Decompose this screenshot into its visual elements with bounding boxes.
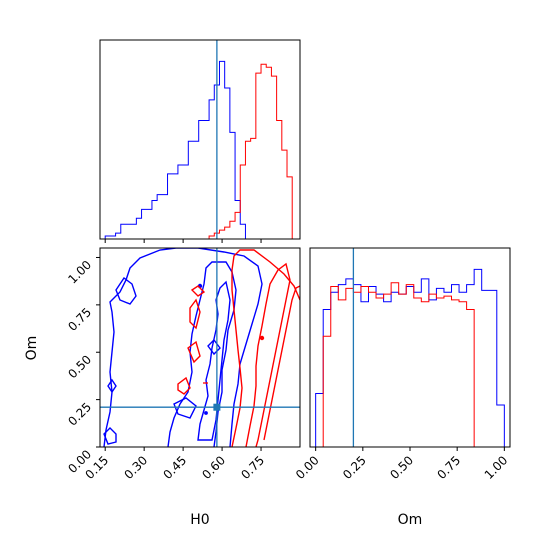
blue-contour-dot-2 [204,411,208,415]
red-contour-inner [263,285,300,441]
contour-y-tick-label-5: 1.00 [65,258,94,287]
om-x-axis-label: Om [398,512,423,528]
contour-frame [99,247,301,448]
om-histogram-frame [309,247,511,448]
om-x-tick-label-1: 0.00 [293,453,322,482]
red-contour-dot-1 [259,335,265,341]
h0-histogram-panel [99,39,301,243]
blue-contour-island-2 [107,378,117,394]
red-contour-island-1 [189,298,201,330]
red-contour-island-2 [177,376,191,395]
red-contour-outer [231,249,300,447]
om-x-tick-label-5: 1.00 [482,453,511,482]
h0-histogram-series-2 [100,63,298,240]
contour-x-axis-label: H0 [190,512,209,528]
blue-contour-island-3 [103,427,117,445]
om-x-tick-label-2: 0.25 [340,453,369,482]
contour-y-tick-label-2: 0.25 [65,400,94,429]
red-contour-island-4 [187,340,201,364]
om-h0-contour-panel: 0.15 0.30 0.45 0.60 0.750.000.250.500.751.00… [24,247,301,528]
om-x-tick-label-4: 0.75 [434,453,463,482]
blue-contour-island-4 [207,338,221,356]
om-x-tick-label-3: 0.50 [387,453,416,482]
contour-y-axis-label: Om [24,336,40,361]
om-histogram-panel: 0.00 0.25 0.50 0.75 1.00 Om [293,247,511,528]
h0-histogram-series-1 [100,60,298,240]
contour-truth-marker [213,403,221,411]
blue-contour-inner [197,280,231,441]
red-contour-middle [245,262,291,447]
blue-contour-outer [103,248,263,447]
h0-histogram-ticks [104,239,262,243]
contour-x-tick-label-4: 0.60 [199,453,228,482]
blue-contour-island-1 [115,276,137,305]
om-histogram-ticks: 0.00 0.25 0.50 0.75 1.00 [293,447,510,482]
contour-x-tick-label-5: 0.75 [238,453,267,482]
contour-y-tick-label-4: 0.75 [65,305,94,334]
contour-y-tick-label-3: 0.50 [65,352,94,381]
red-contour-series [177,249,300,447]
om-histogram-series-2 [315,282,505,448]
blue-contour-series [103,248,263,447]
blue-contour-middle [167,261,237,447]
h0-histogram-frame [99,39,301,240]
contour-ticks: 0.15 0.30 0.45 0.60 0.750.000.250.500.751.00 [65,256,267,482]
contour-x-tick-label-2: 0.30 [121,453,150,482]
red-contour-island-3 [190,285,206,297]
om-histogram-series-1 [315,268,505,447]
blue-contour-island-5 [173,397,197,419]
contour-x-tick-label-3: 0.45 [160,453,189,482]
